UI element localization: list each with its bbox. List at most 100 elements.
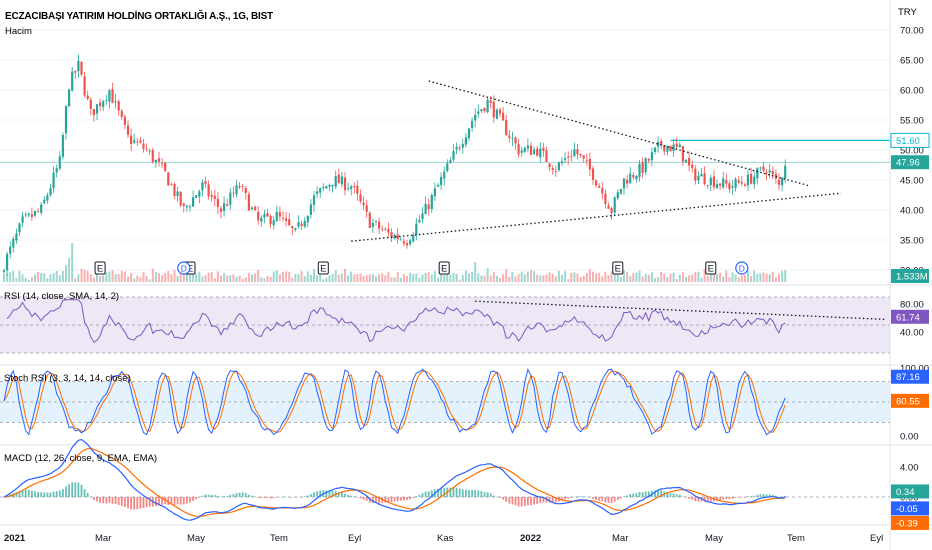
macd-hist-bar: [344, 493, 346, 497]
candle: [254, 205, 257, 211]
candle: [560, 157, 564, 166]
volume-bar: [743, 274, 746, 282]
macd-label[interactable]: MACD (12, 26, close, 9, EMA, EMA): [4, 453, 157, 464]
time-axis[interactable]: 2021 Mar May Tem Eyl Kas 2022 Mar May Tem Eyl: [4, 533, 883, 544]
macd-hist-bar: [635, 493, 638, 497]
rsi-panel[interactable]: [0, 296, 890, 354]
volume-bar: [117, 274, 120, 282]
macd-hist-bar: [226, 496, 229, 497]
candle: [80, 61, 83, 77]
volume-bar: [461, 275, 464, 282]
rsi-value-tag: 61.74: [891, 309, 929, 324]
macd-hist-bar: [561, 497, 563, 501]
macd-hist-bar: [37, 491, 39, 497]
earnings-marker[interactable]: E: [94, 261, 106, 275]
candle: [353, 182, 356, 194]
volume-bar: [207, 272, 210, 282]
macd-panel[interactable]: [0, 438, 890, 521]
volume-bar: [495, 275, 498, 282]
candle: [151, 147, 154, 164]
macd-hist-bar: [660, 490, 663, 497]
macd-hist-bar: [291, 497, 294, 498]
macd-hist-bar: [486, 492, 489, 497]
macd-hist-bar: [725, 497, 728, 500]
candle: [616, 189, 619, 201]
stoch-rsi-panel[interactable]: [0, 367, 890, 436]
candle: [340, 171, 343, 188]
macd-hist-bar: [496, 496, 498, 498]
candle: [781, 176, 784, 192]
volume-bar: [762, 272, 765, 282]
rsi-trendline[interactable]: [475, 300, 886, 321]
macd-hist-bar: [217, 495, 219, 497]
candle: [464, 133, 467, 148]
dividend-marker[interactable]: D: [735, 261, 749, 275]
volume-bar: [12, 270, 15, 282]
macd-hist-bar: [682, 496, 684, 497]
candle: [393, 233, 396, 240]
volume-bar: [530, 270, 532, 282]
macd-hist-bar: [409, 497, 411, 500]
earnings-marker[interactable]: E: [705, 261, 717, 275]
candle: [247, 191, 250, 211]
volume-bar: [663, 273, 666, 282]
candle: [309, 199, 312, 219]
price-axis[interactable]: 70.00 65.00 60.00 55.00 50.00 45.00 40.00 35.00…: [900, 26, 929, 504]
macd-hist-tag: 0.34: [891, 484, 929, 499]
volume-bar: [226, 275, 229, 282]
volume-bar: [27, 279, 30, 282]
volume-bar: [635, 272, 638, 282]
macd-hist-bar: [747, 496, 749, 497]
earnings-marker[interactable]: E: [438, 261, 450, 275]
earnings-marker[interactable]: E: [317, 261, 329, 275]
candle: [303, 217, 306, 229]
candle: [663, 145, 666, 156]
volume-bar: [34, 274, 36, 282]
macd-hist-bar: [279, 496, 281, 498]
macd-hist-bar: [220, 496, 222, 497]
volume-bar: [719, 272, 722, 282]
macd-hist-bar: [347, 494, 349, 497]
macd-hist-bar: [781, 496, 783, 498]
macd-hist-bar: [167, 497, 170, 505]
volume-bar: [728, 277, 731, 282]
volume-bar: [672, 272, 675, 282]
symbol-title[interactable]: ECZACIBAŞI YATIRIM HOLDİNG ORTAKLIĞI A.Ş…: [5, 9, 273, 22]
candle: [396, 228, 399, 244]
macd-hist-bar: [210, 494, 213, 497]
svg-text:-0.39: -0.39: [896, 518, 918, 529]
macd-hist-bar: [111, 497, 114, 504]
volume-bar: [86, 271, 89, 282]
volume-bar: [164, 272, 167, 282]
rsi-label[interactable]: RSI (14, close, SMA, 14, 2): [4, 291, 119, 302]
candle: [74, 70, 77, 80]
volume-bar: [167, 270, 170, 282]
candle: [384, 226, 387, 232]
macd-hist-bar: [418, 494, 421, 497]
macd-hist-bar: [390, 497, 393, 503]
dividend-marker[interactable]: D: [177, 261, 191, 275]
candle: [2, 268, 6, 274]
stoch-rsi-label[interactable]: Stoch RSI (3, 3, 14, 14, close): [4, 373, 131, 384]
volume-bar: [424, 272, 427, 282]
volume-bar: [216, 271, 219, 282]
svg-text:61.74: 61.74: [896, 312, 920, 323]
macd-hist-bar: [300, 496, 303, 498]
macd-hist-bar: [595, 497, 597, 500]
candle: [331, 184, 334, 193]
price-panel[interactable]: EEEEEEDD: [0, 0, 890, 283]
macd-hist-bar: [489, 493, 492, 497]
svg-text:60.55: 60.55: [896, 396, 920, 407]
event-markers[interactable]: EEEEEEDD: [94, 261, 749, 275]
candle: [622, 178, 626, 196]
earnings-marker[interactable]: E: [612, 261, 624, 275]
candle: [626, 174, 629, 189]
volume-bar: [6, 273, 9, 282]
candle: [675, 137, 678, 150]
volume-bar: [688, 275, 691, 282]
candle: [58, 151, 61, 171]
candle: [629, 166, 632, 184]
macd-hist-bar: [52, 491, 55, 497]
svg-text:E: E: [320, 264, 326, 275]
